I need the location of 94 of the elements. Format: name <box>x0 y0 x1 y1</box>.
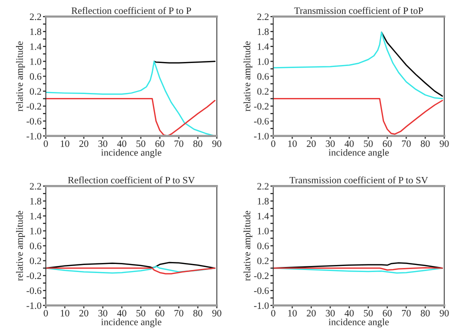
y-tick-label: -0.2 <box>26 103 42 110</box>
y-tick-label: 0.6 <box>257 73 269 80</box>
x-tick-label: 10 <box>60 310 70 316</box>
y-tick-label: -0.6 <box>254 287 269 294</box>
x-tick-label: 60 <box>382 140 392 147</box>
line-series <box>273 98 443 135</box>
y-tick-label: 0.6 <box>257 242 269 250</box>
x-tick-label: 90 <box>440 310 449 316</box>
x-tick-label: 10 <box>288 140 297 147</box>
x-tick-label: 30 <box>326 140 335 147</box>
x-tick-label: 80 <box>420 310 430 316</box>
x-tick-label: 20 <box>306 140 316 147</box>
y-tick-label: -0.2 <box>254 103 269 110</box>
y-tick-label: 1.0 <box>30 58 42 65</box>
line-series <box>380 32 443 97</box>
x-tick-label: 70 <box>402 310 411 316</box>
x-tick-label: 80 <box>193 310 202 316</box>
line-series <box>46 60 216 136</box>
x-tick-label: 40 <box>117 310 126 316</box>
y-axis-title: relative amplitude <box>243 210 252 281</box>
y-axis-title: relative amplitude <box>16 210 25 281</box>
y-tick-label: 0.2 <box>30 88 42 95</box>
y-tick-label: -0.6 <box>254 118 269 125</box>
x-tick-label: 40 <box>344 140 354 147</box>
y-tick-label: 2.2 <box>30 14 42 20</box>
x-tick-label: 0 <box>44 140 48 147</box>
chart-title: Transmission coefficient of P toP <box>294 6 423 14</box>
x-tick-label: 20 <box>306 310 316 316</box>
x-tick-label: 70 <box>402 140 411 147</box>
x-tick-label: 50 <box>136 140 146 147</box>
y-tick-label: 1.0 <box>30 228 42 234</box>
y-tick-label: 1.8 <box>258 198 269 205</box>
y-tick-label: 1.8 <box>30 198 42 205</box>
line-series <box>273 32 443 100</box>
y-tick-label: 2.2 <box>257 14 269 20</box>
y-tick-label: -0.6 <box>26 118 42 125</box>
x-tick-label: 20 <box>79 310 88 316</box>
x-tick-label: 90 <box>440 140 449 147</box>
y-tick-label: -1.0 <box>26 302 42 309</box>
x-tick-label: 70 <box>174 310 184 316</box>
y-tick-label: -1.0 <box>254 302 269 309</box>
y-tick-label: 1.8 <box>258 28 269 36</box>
y-tick-label: 1.0 <box>258 228 269 234</box>
y-tick-label: -1.0 <box>26 132 42 140</box>
line-series <box>46 266 216 274</box>
y-tick-label: 1.8 <box>30 28 42 36</box>
x-tick-label: 50 <box>364 140 373 147</box>
y-tick-label: 1.4 <box>258 43 269 50</box>
x-tick-label: 0 <box>44 310 48 316</box>
x-axis-title: incidence angle <box>328 148 389 158</box>
x-tick-label: 80 <box>420 140 430 147</box>
y-tick-label: 0.6 <box>30 73 42 80</box>
x-tick-label: 60 <box>155 140 164 147</box>
y-tick-label: 1.4 <box>258 212 269 220</box>
y-tick-label: -0.2 <box>26 272 42 280</box>
x-tick-label: 30 <box>98 310 108 316</box>
x-tick-label: 30 <box>326 310 335 316</box>
y-tick-label: -0.2 <box>254 272 269 280</box>
x-tick-label: 70 <box>174 140 184 147</box>
y-tick-label: 2.2 <box>30 183 42 190</box>
y-tick-label: -0.6 <box>26 287 42 294</box>
y-tick-label: 0.2 <box>257 258 269 264</box>
line-series <box>46 98 216 136</box>
x-tick-label: 50 <box>364 310 373 316</box>
chart-title: Reflection coefficient of P to P <box>72 6 191 14</box>
y-tick-label: 0.6 <box>30 242 42 250</box>
x-tick-label: 50 <box>136 310 146 316</box>
x-axis-title: incidence angle <box>101 318 162 328</box>
x-tick-label: 60 <box>382 310 392 316</box>
y-tick-label: 0.2 <box>257 88 269 95</box>
x-tick-label: 10 <box>60 140 70 147</box>
x-tick-label: 0 <box>271 310 276 316</box>
chart-title: Reflection coefficient of P to SV <box>68 176 195 184</box>
y-tick-label: -1.0 <box>254 132 269 140</box>
x-tick-label: 20 <box>79 140 88 147</box>
y-axis-title: relative amplitude <box>243 41 252 112</box>
x-tick-label: 40 <box>344 310 354 316</box>
y-tick-label: 1.0 <box>258 58 269 65</box>
x-tick-label: 80 <box>193 140 202 147</box>
x-tick-label: 90 <box>212 310 222 316</box>
y-tick-label: 1.4 <box>30 212 42 220</box>
x-axis-title: incidence angle <box>101 148 162 158</box>
y-tick-label: 2.2 <box>257 183 269 190</box>
x-axis-title: incidence angle <box>328 318 389 328</box>
x-tick-label: 10 <box>288 310 297 316</box>
x-tick-label: 60 <box>155 310 164 316</box>
chart-title: Transmission coefficient of P to SV <box>290 176 428 184</box>
x-tick-label: 0 <box>271 140 276 147</box>
x-tick-label: 30 <box>98 140 108 147</box>
y-tick-label: 1.4 <box>30 43 42 50</box>
y-tick-label: 0.2 <box>30 258 42 264</box>
x-tick-label: 40 <box>117 140 126 147</box>
y-axis-title: relative amplitude <box>16 41 25 112</box>
x-tick-label: 90 <box>212 140 222 147</box>
